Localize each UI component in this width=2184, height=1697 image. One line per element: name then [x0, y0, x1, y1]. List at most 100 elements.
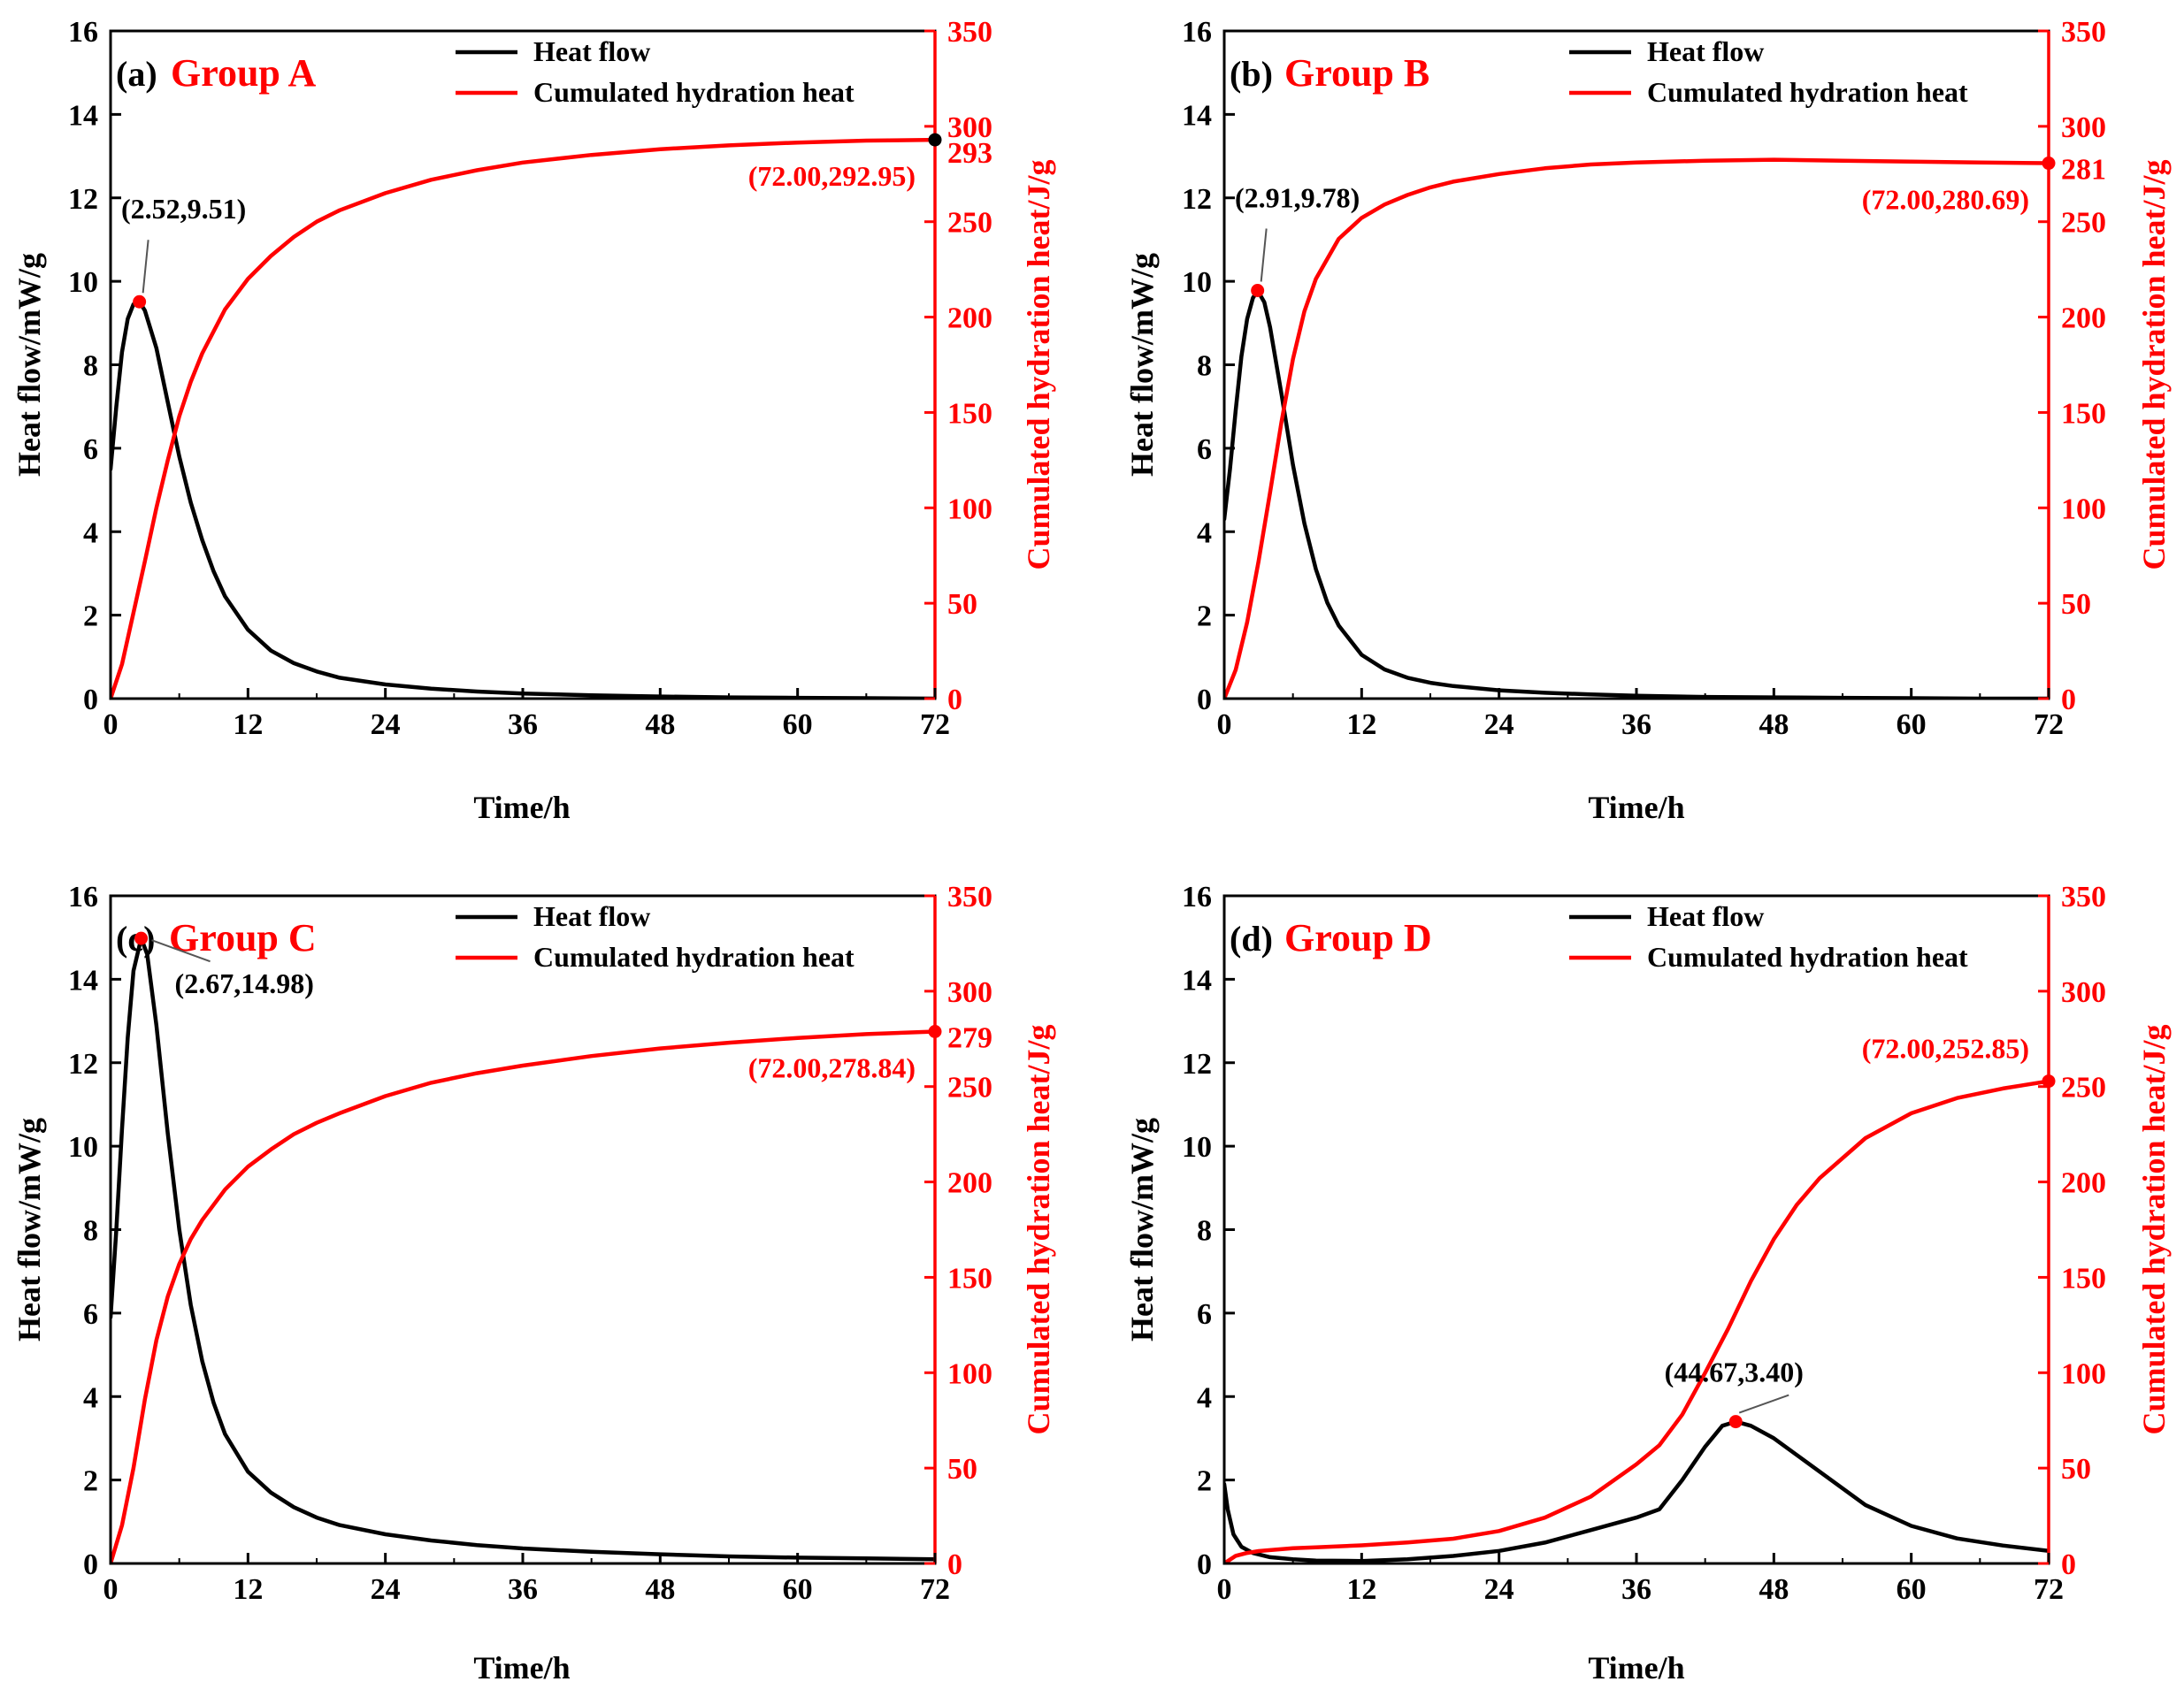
- legend-label-heat-flow: Heat flow: [1647, 35, 1764, 67]
- panel-tag: (a): [116, 54, 157, 94]
- y-tick-label: 6: [83, 1298, 98, 1331]
- y-tick-label: 14: [1182, 964, 1212, 997]
- peak-arrow: [1260, 228, 1268, 282]
- x-tick-label: 48: [1759, 1573, 1789, 1606]
- x-tick-label: 0: [103, 708, 119, 741]
- x-tick-label: 0: [1217, 708, 1232, 741]
- x-tick-label: 48: [645, 708, 675, 741]
- y2-axis-label: Cumulated hydration heat/J/g: [2136, 159, 2172, 569]
- y2-tick-label: 300: [947, 111, 992, 144]
- y2-tick-label: 150: [2061, 397, 2106, 430]
- peak-annotation: (2.91,9.78): [1235, 182, 1360, 214]
- plot-frame: [109, 29, 937, 700]
- y2-tick-label: 200: [2061, 302, 2106, 335]
- group-label: Group B: [1284, 51, 1429, 95]
- x-axis-label: Time/h: [1588, 1650, 1684, 1686]
- y-tick-label: 16: [1182, 881, 1212, 913]
- y2-tick-label: 150: [947, 397, 992, 430]
- y-tick-label: 10: [1182, 1131, 1212, 1164]
- x-tick-label: 72: [2034, 1573, 2064, 1606]
- legend-label-cumulated: Cumulated hydration heat: [1647, 941, 1968, 973]
- y2-tick-label: 300: [947, 976, 992, 1009]
- group-label: Group D: [1284, 916, 1432, 959]
- legend-label-cumulated: Cumulated hydration heat: [1647, 76, 1968, 108]
- x-tick-label: 36: [508, 708, 538, 741]
- x-axis-label: Time/h: [473, 790, 570, 825]
- y2-tick-label: 250: [2061, 207, 2106, 240]
- y2-tick-label: 300: [2061, 111, 2106, 144]
- x-tick-label: 60: [783, 1573, 813, 1606]
- group-label: Group A: [171, 51, 316, 95]
- y2-tick-label: 350: [2061, 16, 2106, 49]
- x-tick-label: 60: [783, 708, 813, 741]
- legend-label-heat-flow: Heat flow: [533, 900, 650, 932]
- curves: [1224, 157, 2049, 699]
- y-tick-label: 2: [1197, 600, 1212, 633]
- end-annotation: (72.00,280.69): [1862, 184, 2029, 216]
- y-tick-label: 2: [83, 600, 98, 633]
- heat-flow-line: [1224, 1419, 2049, 1563]
- y2-tick-label: 350: [2061, 881, 2106, 913]
- y2-tick-label: 200: [2061, 1167, 2106, 1200]
- y2-tick-label: 50: [2061, 588, 2091, 621]
- heat-flow-line: [1224, 288, 2049, 699]
- peak-marker: [1728, 1415, 1743, 1429]
- peak-arrow: [1738, 1394, 1789, 1414]
- x-tick-label: 72: [2034, 708, 2064, 741]
- x-tick-label: 36: [1621, 708, 1651, 741]
- y-tick-label: 4: [1197, 516, 1212, 549]
- y2-tick-label: 250: [947, 1072, 992, 1105]
- y-tick-label: 12: [1182, 1048, 1212, 1081]
- end-marker: [928, 1025, 942, 1039]
- x-tick-label: 60: [1897, 1573, 1927, 1606]
- y2-tick-label: 200: [947, 1167, 992, 1200]
- y-tick-label: 14: [68, 964, 98, 997]
- end-marker: [2042, 157, 2056, 171]
- x-tick-label: 60: [1897, 708, 1927, 741]
- y-tick-label: 4: [1197, 1381, 1212, 1414]
- y-tick-label: 12: [68, 1048, 98, 1081]
- y-tick-label: 6: [83, 433, 98, 466]
- y-tick-label: 0: [83, 684, 98, 716]
- y2-tick-label: 150: [2061, 1262, 2106, 1295]
- y-tick-label: 8: [1197, 1215, 1212, 1248]
- panel-tag: (b): [1230, 54, 1273, 94]
- y2-tick-label: 200: [947, 302, 992, 335]
- curves: [1224, 1079, 2049, 1563]
- panel-b: 0 12 24 36 48 60 72024681012141605010015020025…: [1124, 16, 2172, 825]
- y-axis-label: Heat flow/mW/g: [11, 1118, 47, 1342]
- y2-tick-label: 50: [947, 588, 977, 621]
- y-tick-label: 16: [68, 16, 98, 49]
- y-tick-label: 14: [1182, 99, 1212, 132]
- y-tick-label: 6: [1197, 1298, 1212, 1331]
- y-tick-label: 10: [68, 1131, 98, 1164]
- legend-label-heat-flow: Heat flow: [533, 35, 650, 67]
- y-axis-label: Heat flow/mW/g: [1124, 1118, 1160, 1342]
- peak-marker: [134, 931, 149, 945]
- y-tick-label: 10: [68, 266, 98, 299]
- y-tick-label: 8: [1197, 350, 1212, 383]
- legend-label-cumulated: Cumulated hydration heat: [533, 76, 854, 108]
- y2-tick-label: 0: [947, 1548, 962, 1581]
- y-tick-label: 6: [1197, 433, 1212, 466]
- x-tick-label: 12: [1346, 708, 1376, 741]
- peak-marker: [1251, 284, 1265, 298]
- y-tick-label: 14: [68, 99, 98, 132]
- cumulated-heat-line: [111, 1029, 935, 1563]
- y-tick-label: 4: [83, 1381, 98, 1414]
- y2-tick-label: 100: [947, 1357, 992, 1390]
- y2-tick-label: 250: [947, 207, 992, 240]
- end-annotation: (72.00,292.95): [748, 160, 916, 192]
- y-tick-label: 16: [1182, 16, 1212, 49]
- y2-tick-label: 350: [947, 881, 992, 913]
- peak-annotation: (2.52,9.51): [121, 193, 246, 225]
- curves: [111, 936, 935, 1563]
- y-tick-label: 16: [68, 881, 98, 913]
- peak-marker: [133, 294, 147, 309]
- end-value-label: 281: [2061, 154, 2106, 187]
- y-tick-label: 2: [83, 1465, 98, 1498]
- x-tick-label: 48: [1759, 708, 1789, 741]
- y2-tick-label: 300: [2061, 976, 2106, 1009]
- y2-axis-label: Cumulated hydration heat/J/g: [1021, 1024, 1056, 1434]
